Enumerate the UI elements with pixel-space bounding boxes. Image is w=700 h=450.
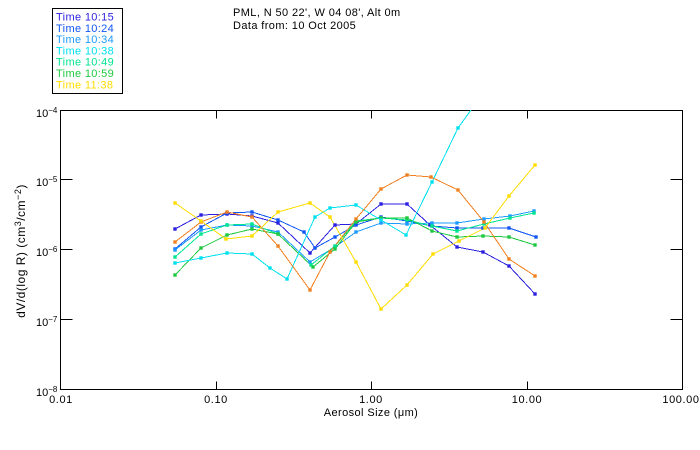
svg-text:Data from: 10 Oct 2005: Data from: 10 Oct 2005 xyxy=(233,20,356,32)
svg-text:1.00: 1.00 xyxy=(359,394,383,406)
svg-text:Time 10:49: Time 10:49 xyxy=(56,57,114,69)
svg-text:Aerosol Size (μm): Aerosol Size (μm) xyxy=(324,407,418,419)
svg-text:Time 10:15: Time 10:15 xyxy=(56,12,114,24)
svg-text:100.00: 100.00 xyxy=(662,394,699,406)
svg-text:Time 10:38: Time 10:38 xyxy=(56,45,114,57)
svg-text:PML, N 50 22', W 04 08', Alt 0: PML, N 50 22', W 04 08', Alt 0m xyxy=(233,7,401,19)
svg-text:Time 11:38: Time 11:38 xyxy=(56,79,113,91)
svg-text:0.10: 0.10 xyxy=(204,394,228,406)
svg-text:dV/d(log R) (cm3/cm−2): dV/d(log R) (cm3/cm−2) xyxy=(13,184,28,318)
svg-text:Time 10:24: Time 10:24 xyxy=(56,23,114,35)
svg-text:Time 10:59: Time 10:59 xyxy=(56,68,114,80)
svg-text:0.01: 0.01 xyxy=(49,394,73,406)
svg-text:Time 10:34: Time 10:34 xyxy=(56,34,114,46)
svg-text:10.00: 10.00 xyxy=(512,394,543,406)
